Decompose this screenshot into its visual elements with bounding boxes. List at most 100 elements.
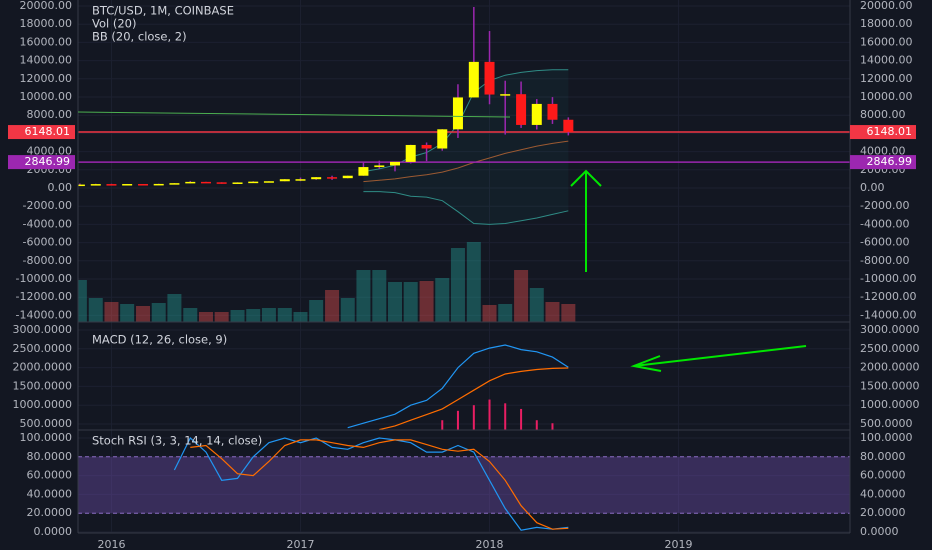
- candle-body: [90, 184, 101, 186]
- y-tick-label: -4000.00: [23, 217, 72, 230]
- candle-body: [216, 182, 227, 184]
- arrow-up: [570, 169, 602, 272]
- symbol-legend: BTC/USD, 1M, COINBASE: [92, 4, 234, 18]
- y-tick-label: 14000.00: [20, 54, 73, 67]
- histogram-bar: [456, 410, 459, 430]
- histogram-bar: [472, 405, 475, 430]
- price-label: 6148.01: [867, 125, 913, 138]
- histogram-bar: [551, 423, 554, 430]
- y-tick-label: 0.0000: [860, 525, 899, 538]
- axes: 2016 2017 2018 2019 20000.00 20000.00 18000.00…: [8, 0, 920, 550]
- y-tick-label: 8000.00: [860, 108, 906, 121]
- candle-body: [468, 61, 479, 98]
- volume-bar: [277, 308, 292, 322]
- y-tick-label: 40.0000: [27, 487, 73, 500]
- price-label: 2846.99: [867, 155, 913, 168]
- y-tick-label: 500.0000: [860, 417, 913, 430]
- y-tick-label: -6000.00: [860, 236, 909, 249]
- y-tick-label: 0.00: [860, 181, 885, 194]
- y-tick-label: -10000.00: [860, 272, 916, 285]
- histogram-bar: [504, 403, 507, 430]
- volume-bar: [435, 278, 450, 322]
- y-tick-label: 4000.00: [27, 145, 73, 158]
- y-tick-label: 14000.00: [860, 54, 913, 67]
- y-tick-label: 60.0000: [860, 469, 906, 482]
- grid: [78, 0, 850, 533]
- volume-bar: [498, 304, 513, 322]
- bb-lower: [363, 191, 569, 225]
- y-tick-label: 80.0000: [860, 450, 906, 463]
- volume-bar: [151, 303, 166, 322]
- y-tick-label: 20000.00: [20, 0, 73, 12]
- y-tick-label: 16000.00: [860, 35, 913, 48]
- d-line: [190, 439, 569, 530]
- x-tick-label: 2019: [665, 538, 693, 550]
- candle-body: [138, 184, 149, 186]
- bb-basis: [363, 140, 569, 183]
- volume-bar: [198, 312, 213, 322]
- y-tick-label: -4000.00: [860, 217, 909, 230]
- candle-body: [311, 177, 322, 180]
- volume-bar: [529, 288, 544, 322]
- y-tick-label: -12000.00: [16, 290, 72, 303]
- y-tick-label: -10000.00: [16, 272, 72, 285]
- y-tick-label: 1000.0000: [860, 398, 920, 411]
- candle-body: [78, 184, 85, 187]
- candle-body: [358, 167, 369, 176]
- volume-bar: [356, 270, 371, 322]
- candle-body: [374, 165, 385, 168]
- trend-line: [77, 111, 511, 118]
- macd-legend: MACD (12, 26, close, 9): [92, 333, 227, 347]
- candle-body: [122, 184, 133, 186]
- price-badge: [850, 125, 916, 140]
- signal-line: [379, 367, 569, 430]
- histogram-bar: [535, 420, 538, 430]
- k-line: [173, 437, 569, 531]
- y-tick-label: 20.0000: [27, 506, 73, 519]
- x-tick-label: 2016: [97, 538, 125, 550]
- price-pane: [78, 6, 850, 322]
- y-tick-label: 2500.0000: [13, 342, 73, 355]
- candle-body: [452, 97, 463, 130]
- y-tick-label: -14000.00: [16, 308, 72, 321]
- bb-legend: BB (20, close, 2): [92, 30, 187, 44]
- y-tick-label: 2000.0000: [860, 361, 920, 374]
- volume-bar: [120, 304, 135, 322]
- y-tick-label: 40.0000: [860, 487, 906, 500]
- histogram-bar: [520, 408, 523, 430]
- x-tick-label: 2018: [476, 538, 504, 550]
- candle-body: [342, 175, 353, 179]
- candle-body: [516, 94, 527, 125]
- volume-bar: [167, 294, 182, 322]
- stoch-pane: [78, 437, 850, 531]
- y-tick-label: 10000.00: [20, 90, 73, 103]
- volume-bar: [246, 309, 261, 322]
- candle-body: [106, 184, 117, 186]
- y-tick-label: 80.0000: [27, 450, 73, 463]
- y-tick-label: -2000.00: [860, 199, 909, 212]
- histogram-bar: [488, 399, 491, 430]
- candle-body: [484, 61, 495, 95]
- price-badge: [850, 155, 916, 170]
- y-tick-label: 3000.0000: [860, 323, 920, 336]
- candle-body: [437, 129, 448, 149]
- volume-bar: [450, 248, 465, 322]
- y-tick-label: 4000.00: [860, 145, 906, 158]
- volume-bar: [340, 298, 355, 322]
- y-tick-label: 12000.00: [20, 72, 73, 85]
- price-label: 2846.99: [25, 155, 71, 168]
- y-tick-label: 20.0000: [860, 506, 906, 519]
- candle-body: [500, 94, 511, 96]
- volume-bar: [466, 242, 481, 322]
- y-tick-label: 0.00: [48, 181, 73, 194]
- y-tick-label: 8000.00: [27, 108, 73, 121]
- candle-body: [421, 144, 432, 149]
- volume-bar: [372, 270, 387, 322]
- macd-line: [347, 344, 569, 429]
- y-tick-label: 60.0000: [27, 469, 73, 482]
- price-badge: [8, 125, 75, 140]
- y-tick-label: 500.0000: [20, 417, 73, 430]
- volume-bar: [214, 312, 229, 322]
- volume-bar: [561, 304, 576, 322]
